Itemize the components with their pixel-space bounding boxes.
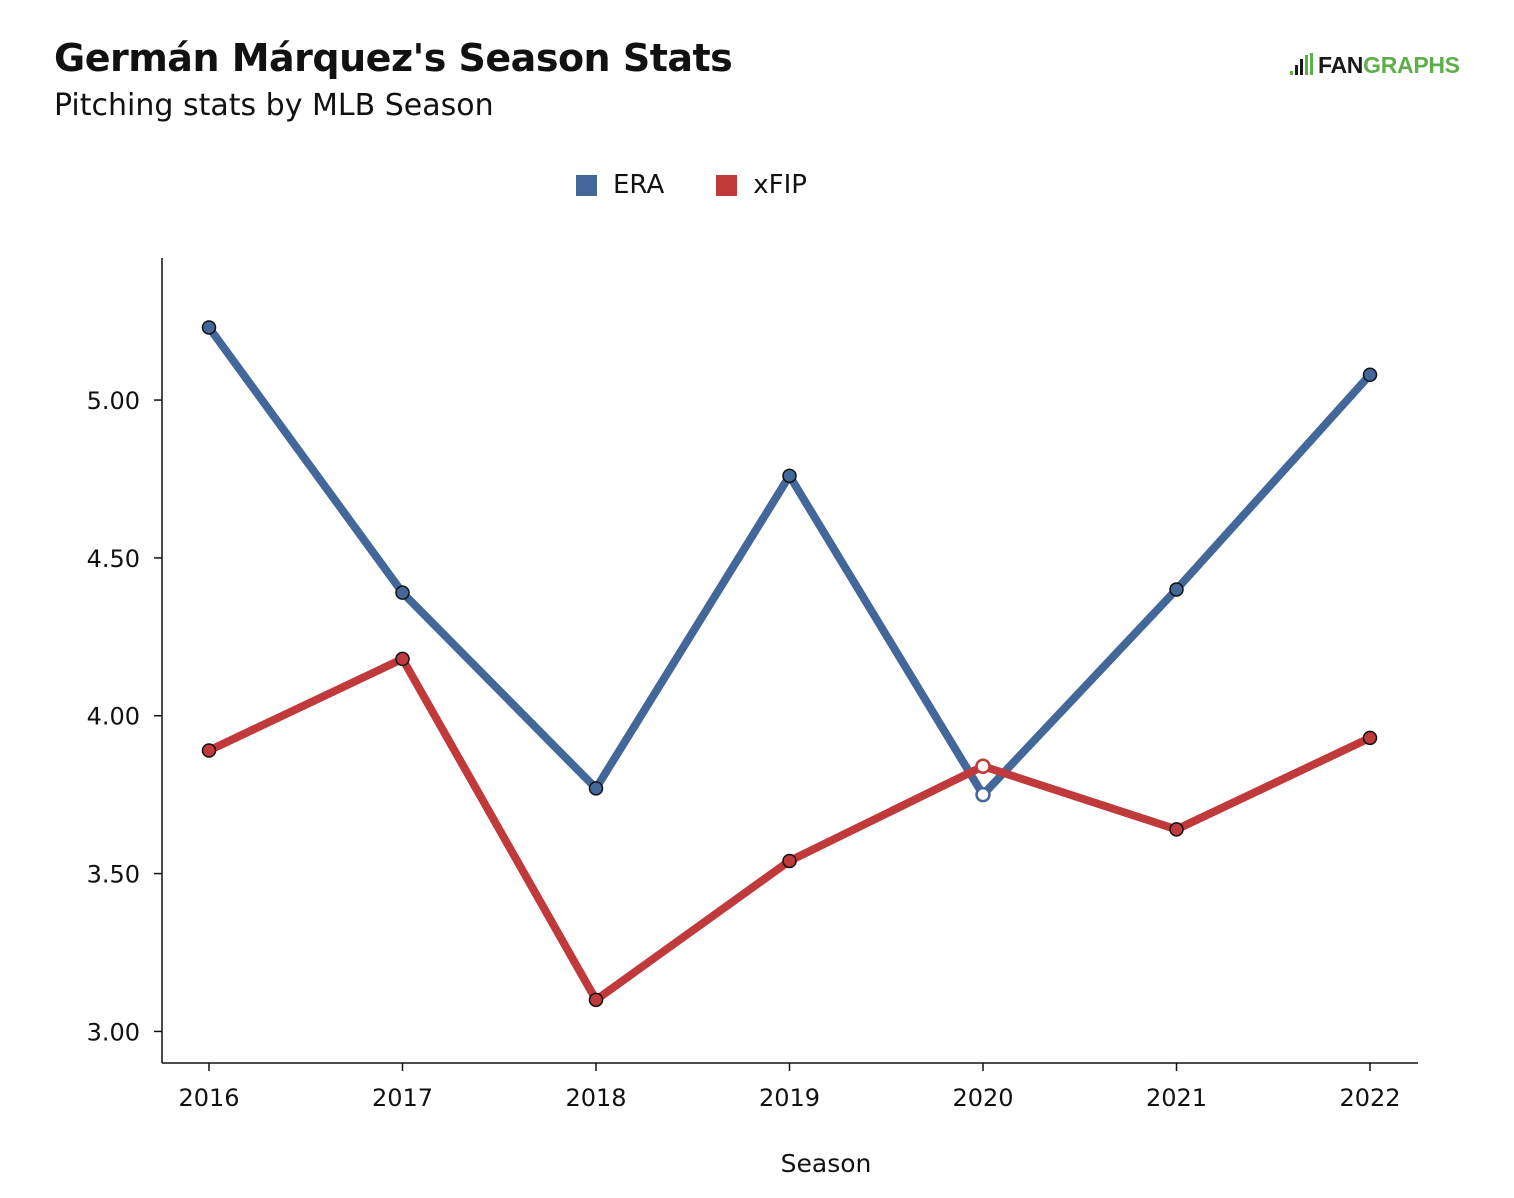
legend-label-era: ERA	[613, 170, 665, 200]
fangraphs-logo[interactable]: FAN GRAPHS	[1290, 50, 1460, 80]
y-tick-label: 3.50	[87, 861, 140, 889]
legend-item-xfip[interactable]: xFIP	[716, 170, 807, 200]
x-tick-label: 2021	[1146, 1084, 1207, 1112]
data-point-era	[1362, 367, 1378, 383]
x-tick-label: 2016	[178, 1084, 239, 1112]
chart-title: Germán Márquez's Season Stats	[54, 36, 733, 80]
x-tick-label: 2022	[1339, 1084, 1400, 1112]
y-tick-label: 4.50	[87, 545, 140, 573]
y-tick-label: 4.00	[87, 703, 140, 731]
series-line-xfip	[207, 653, 1372, 1006]
y-tick-label: 3.00	[87, 1018, 140, 1046]
legend-item-era[interactable]: ERA	[576, 170, 664, 200]
chart-subtitle: Pitching stats by MLB Season	[54, 88, 494, 123]
data-point-era	[782, 468, 797, 484]
data-point-xfip	[1362, 730, 1378, 746]
data-point-xfip	[975, 758, 991, 775]
data-point-era	[201, 320, 217, 335]
y-tick-label: 5.00	[87, 387, 140, 415]
data-point-xfip	[395, 651, 410, 667]
series-points	[201, 320, 1378, 1008]
data-point-era	[1169, 582, 1184, 597]
data-point-era	[588, 781, 604, 796]
x-tick-label: 2018	[565, 1084, 626, 1112]
legend-label-xfip: xFIP	[753, 170, 807, 200]
data-point-xfip	[201, 743, 217, 758]
data-point-xfip	[782, 853, 797, 869]
series-line-era	[205, 325, 1373, 802]
data-point-era	[975, 786, 991, 803]
logo-bars-icon	[1290, 53, 1313, 75]
legend-swatch-xfip	[716, 174, 738, 196]
x-tick-label: 2017	[372, 1084, 433, 1112]
legend-swatch-era	[576, 174, 597, 196]
tick-labels: 3.00 3.50 4.00 4.50 5.00 2016 2017 2018 2019 2020…	[87, 387, 1401, 1112]
series-lines	[205, 325, 1373, 1006]
x-axis-title: Season	[781, 1149, 872, 1178]
data-point-era	[395, 585, 410, 600]
chart-legend: ERA xFIP	[576, 170, 859, 200]
x-tick-label: 2019	[759, 1084, 820, 1112]
chart-axes	[154, 258, 1418, 1071]
x-tick-label: 2020	[952, 1084, 1013, 1112]
data-point-xfip	[588, 992, 604, 1008]
data-point-xfip	[1169, 822, 1184, 837]
logo-text-fan: FAN	[1318, 51, 1364, 78]
logo-text-graphs: GRAPHS	[1363, 51, 1460, 78]
